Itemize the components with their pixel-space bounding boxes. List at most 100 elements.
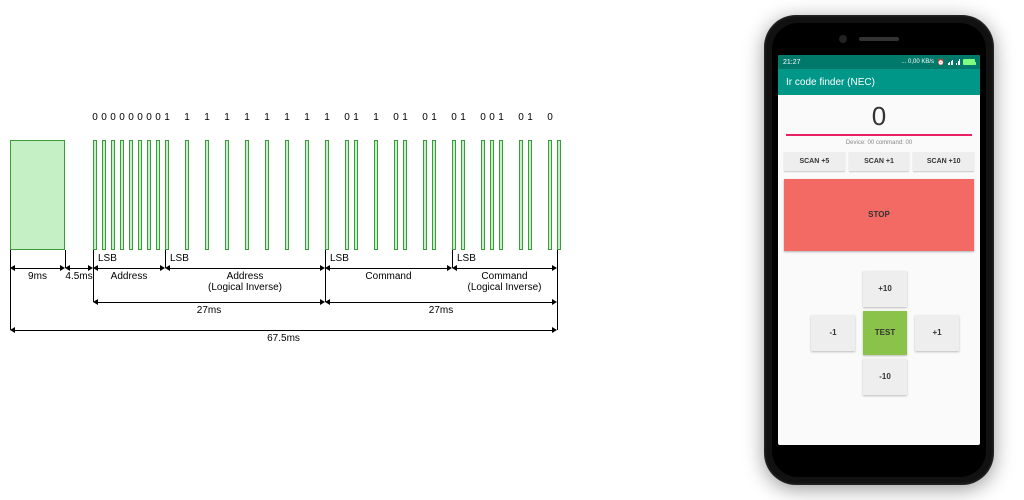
leader-pulse xyxy=(10,140,65,250)
bit-value-label: 0 xyxy=(518,112,524,123)
dpad-left-button[interactable]: -1 xyxy=(811,315,855,351)
dimension-tick xyxy=(557,250,558,268)
dimension-label: 27ms xyxy=(429,305,453,316)
dimension-tick xyxy=(93,268,94,302)
bit-pulse xyxy=(345,140,349,250)
bit-value-label: 1 xyxy=(498,112,504,123)
dimension-tick xyxy=(325,268,326,302)
dimension-arrow-l xyxy=(93,299,98,305)
dimension-arrow-l xyxy=(325,299,330,305)
bit-pulse xyxy=(519,140,523,250)
wifi-icon xyxy=(956,59,960,65)
bit-value-label: 1 xyxy=(431,112,437,123)
dpad-up-button[interactable]: +10 xyxy=(863,271,907,307)
bit-value-label: 0 xyxy=(393,112,399,123)
bit-value-label: 1 xyxy=(244,112,250,123)
bit-value-label: 0 xyxy=(137,112,143,123)
dimension-label: Command xyxy=(365,271,411,282)
dimension-line xyxy=(97,268,161,269)
phone-device-frame: 21:27 ... 0,00 KB/s ⏰ Ir code finder (NE… xyxy=(764,15,994,485)
bit-pulse xyxy=(165,140,169,250)
bit-value-label: 1 xyxy=(460,112,466,123)
bit-pulse xyxy=(432,140,436,250)
alarm-icon: ⏰ xyxy=(937,59,944,66)
bit-pulse xyxy=(138,140,142,250)
nec-timing-diagram: 00000000111111111011010101001010 LSBLSBL… xyxy=(10,130,730,390)
bit-pulse xyxy=(285,140,289,250)
bit-value-label: 1 xyxy=(373,112,379,123)
scan-button[interactable]: SCAN +5 xyxy=(784,152,845,171)
status-time: 21:27 xyxy=(783,59,801,66)
status-indicators: ... 0,00 KB/s ⏰ xyxy=(901,59,975,66)
bit-pulse xyxy=(147,140,151,250)
bit-value-label: 1 xyxy=(402,112,408,123)
bit-value-label: 1 xyxy=(353,112,359,123)
bit-pulse xyxy=(305,140,309,250)
dimension-arrow-l xyxy=(165,265,170,271)
bit-value-label: 0 xyxy=(128,112,134,123)
bit-pulse xyxy=(120,140,124,250)
dimension-line xyxy=(456,268,553,269)
bit-pulse xyxy=(205,140,209,250)
bit-pulse xyxy=(374,140,378,250)
stop-pulse xyxy=(557,140,561,250)
bit-value-label: 0 xyxy=(155,112,161,123)
bit-pulse xyxy=(403,140,407,250)
dpad-test-button[interactable]: TEST xyxy=(863,311,907,355)
bit-value-label: 0 xyxy=(146,112,152,123)
bit-value-label: 0 xyxy=(101,112,107,123)
bit-labels-row: 00000000111111111011010101001010 xyxy=(10,112,730,128)
phone-camera xyxy=(839,35,847,43)
app-bar: Ir code finder (NEC) xyxy=(778,69,980,95)
bit-pulse xyxy=(225,140,229,250)
stop-label: STOP xyxy=(868,210,890,219)
dimension-label: 9ms xyxy=(28,271,47,282)
bit-value-label: 1 xyxy=(304,112,310,123)
dimension-line xyxy=(97,302,321,303)
dimension-tick xyxy=(557,268,558,302)
bit-value-label: 1 xyxy=(284,112,290,123)
dimension-arrow-r xyxy=(552,327,557,333)
phone-speaker xyxy=(859,37,899,41)
bit-pulse xyxy=(461,140,465,250)
bit-pulse xyxy=(93,140,97,250)
bit-value-label: 1 xyxy=(224,112,230,123)
dimension-row: 9ms4.5msAddressAddress(Logical Inverse)C… xyxy=(10,250,730,390)
bit-pulse xyxy=(325,140,329,250)
bit-pulse xyxy=(265,140,269,250)
bit-pulse xyxy=(102,140,106,250)
scan-button[interactable]: SCAN +10 xyxy=(913,152,974,171)
dimension-label: 67.5ms xyxy=(267,333,300,344)
scan-button[interactable]: SCAN +1 xyxy=(849,152,910,171)
bit-pulse xyxy=(499,140,503,250)
stop-button[interactable]: STOP xyxy=(784,179,974,251)
status-bar: 21:27 ... 0,00 KB/s ⏰ xyxy=(778,55,980,69)
bit-pulse xyxy=(111,140,115,250)
device-line: Device: 00 command: 00 xyxy=(778,140,980,146)
bit-value-label: 0 xyxy=(119,112,125,123)
bit-value-label: 0 xyxy=(422,112,428,123)
dimension-label: Address xyxy=(111,271,148,282)
dimension-line xyxy=(69,268,89,269)
bit-value-label: 0 xyxy=(92,112,98,123)
dimension-line xyxy=(14,330,553,331)
signal-icon xyxy=(948,59,954,65)
bit-pulse xyxy=(548,140,552,250)
bit-value-label: 0 xyxy=(480,112,486,123)
bit-value-label: 0 xyxy=(547,112,553,123)
bit-value-label: 1 xyxy=(164,112,170,123)
bit-pulse xyxy=(156,140,160,250)
dimension-label: Command(Logical Inverse) xyxy=(468,271,542,293)
dpad-down-button[interactable]: -10 xyxy=(863,359,907,395)
battery-icon xyxy=(963,59,975,65)
dpad-right-button[interactable]: +1 xyxy=(915,315,959,351)
bit-pulse xyxy=(528,140,532,250)
bit-value-label: 0 xyxy=(451,112,457,123)
dimension-label: 27ms xyxy=(197,305,221,316)
bit-value-label: 0 xyxy=(110,112,116,123)
bit-pulse xyxy=(394,140,398,250)
bit-value-label: 1 xyxy=(184,112,190,123)
bit-pulse xyxy=(354,140,358,250)
dimension-label: 4.5ms xyxy=(65,271,92,282)
dimension-line xyxy=(329,268,448,269)
